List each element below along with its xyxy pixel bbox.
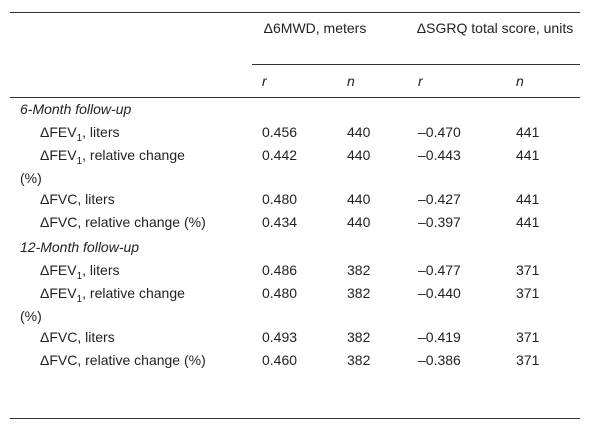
label-part: , liters [82, 124, 120, 140]
cell-value: 440 [347, 214, 371, 230]
cell-value: 441 [516, 214, 540, 230]
top-rule [10, 12, 580, 13]
row-label: ΔFVC, relative change (%) [20, 211, 206, 234]
cell-value: 382 [347, 262, 371, 278]
subheader: r [418, 73, 423, 89]
cell-value: 440 [347, 124, 371, 140]
cell-value: 382 [347, 285, 371, 301]
cell-value: 371 [516, 285, 540, 301]
cell-value: 371 [516, 329, 540, 345]
label-part: ΔFVC, liters [40, 329, 115, 345]
cell-value: 441 [516, 191, 540, 207]
cell-value: –0.386 [418, 352, 461, 368]
header-rule [252, 64, 580, 65]
cell-value: 0.434 [262, 214, 298, 230]
label-part: 1 [76, 293, 83, 305]
cell-value: –0.427 [418, 191, 461, 207]
cell-value: –0.443 [418, 147, 461, 163]
cell-value: –0.397 [418, 214, 461, 230]
row-label: ΔFVC, relative change (%) [20, 349, 206, 372]
cell-value: –0.419 [418, 329, 461, 345]
cell-value: 0.480 [262, 191, 298, 207]
label-part: , liters [82, 262, 120, 278]
cell-value: 0.442 [262, 147, 298, 163]
row-label: ΔFEV1, liters [20, 259, 206, 282]
label-part: ΔFEV [40, 285, 77, 301]
subheader: r [262, 73, 267, 89]
section-title: 6-Month follow-up [20, 101, 132, 117]
cell-value: 0.460 [262, 352, 298, 368]
cell-value: 440 [347, 147, 371, 163]
group-header: Δ6MWD, meters [263, 20, 367, 36]
cell-value: –0.470 [418, 124, 461, 140]
label-part: ΔFVC, relative change (%) [40, 352, 206, 368]
cell-value: 0.486 [262, 262, 298, 278]
group-header: ΔSGRQ total score, units [416, 20, 574, 36]
cell-value: –0.440 [418, 285, 461, 301]
header-rule [10, 97, 580, 98]
row-label: ΔFVC, liters [20, 188, 206, 211]
bottom-rule [10, 418, 580, 419]
cell-value: 0.493 [262, 329, 298, 345]
label-part: 1 [76, 132, 83, 144]
cell-value: 382 [347, 329, 371, 345]
cell-value: 371 [516, 262, 540, 278]
label-part: , relative change (%) [20, 285, 185, 324]
section-title: 12-Month follow-up [20, 239, 140, 255]
row-label: ΔFEV1, liters [20, 121, 206, 144]
label-part: ΔFEV [40, 124, 77, 140]
cell-value: 440 [347, 191, 371, 207]
cell-value: 0.456 [262, 124, 298, 140]
subheader: n [516, 73, 524, 89]
label-part: ΔFVC, liters [40, 191, 115, 207]
cell-value: 0.480 [262, 285, 298, 301]
cell-value: 382 [347, 352, 371, 368]
label-part: ΔFEV [40, 147, 77, 163]
label-part: , relative change (%) [20, 147, 185, 186]
row-label: ΔFVC, liters [20, 326, 206, 349]
label-part: 1 [76, 155, 83, 167]
cell-value: 371 [516, 352, 540, 368]
row-label: ΔFEV1, relative change (%) [20, 282, 206, 328]
label-part: ΔFEV [40, 262, 77, 278]
label-part: 1 [76, 270, 83, 282]
cell-value: –0.477 [418, 262, 461, 278]
row-label: ΔFEV1, relative change (%) [20, 144, 206, 190]
subheader: n [347, 73, 355, 89]
cell-value: 441 [516, 124, 540, 140]
cell-value: 441 [516, 147, 540, 163]
label-part: ΔFVC, relative change (%) [40, 214, 206, 230]
